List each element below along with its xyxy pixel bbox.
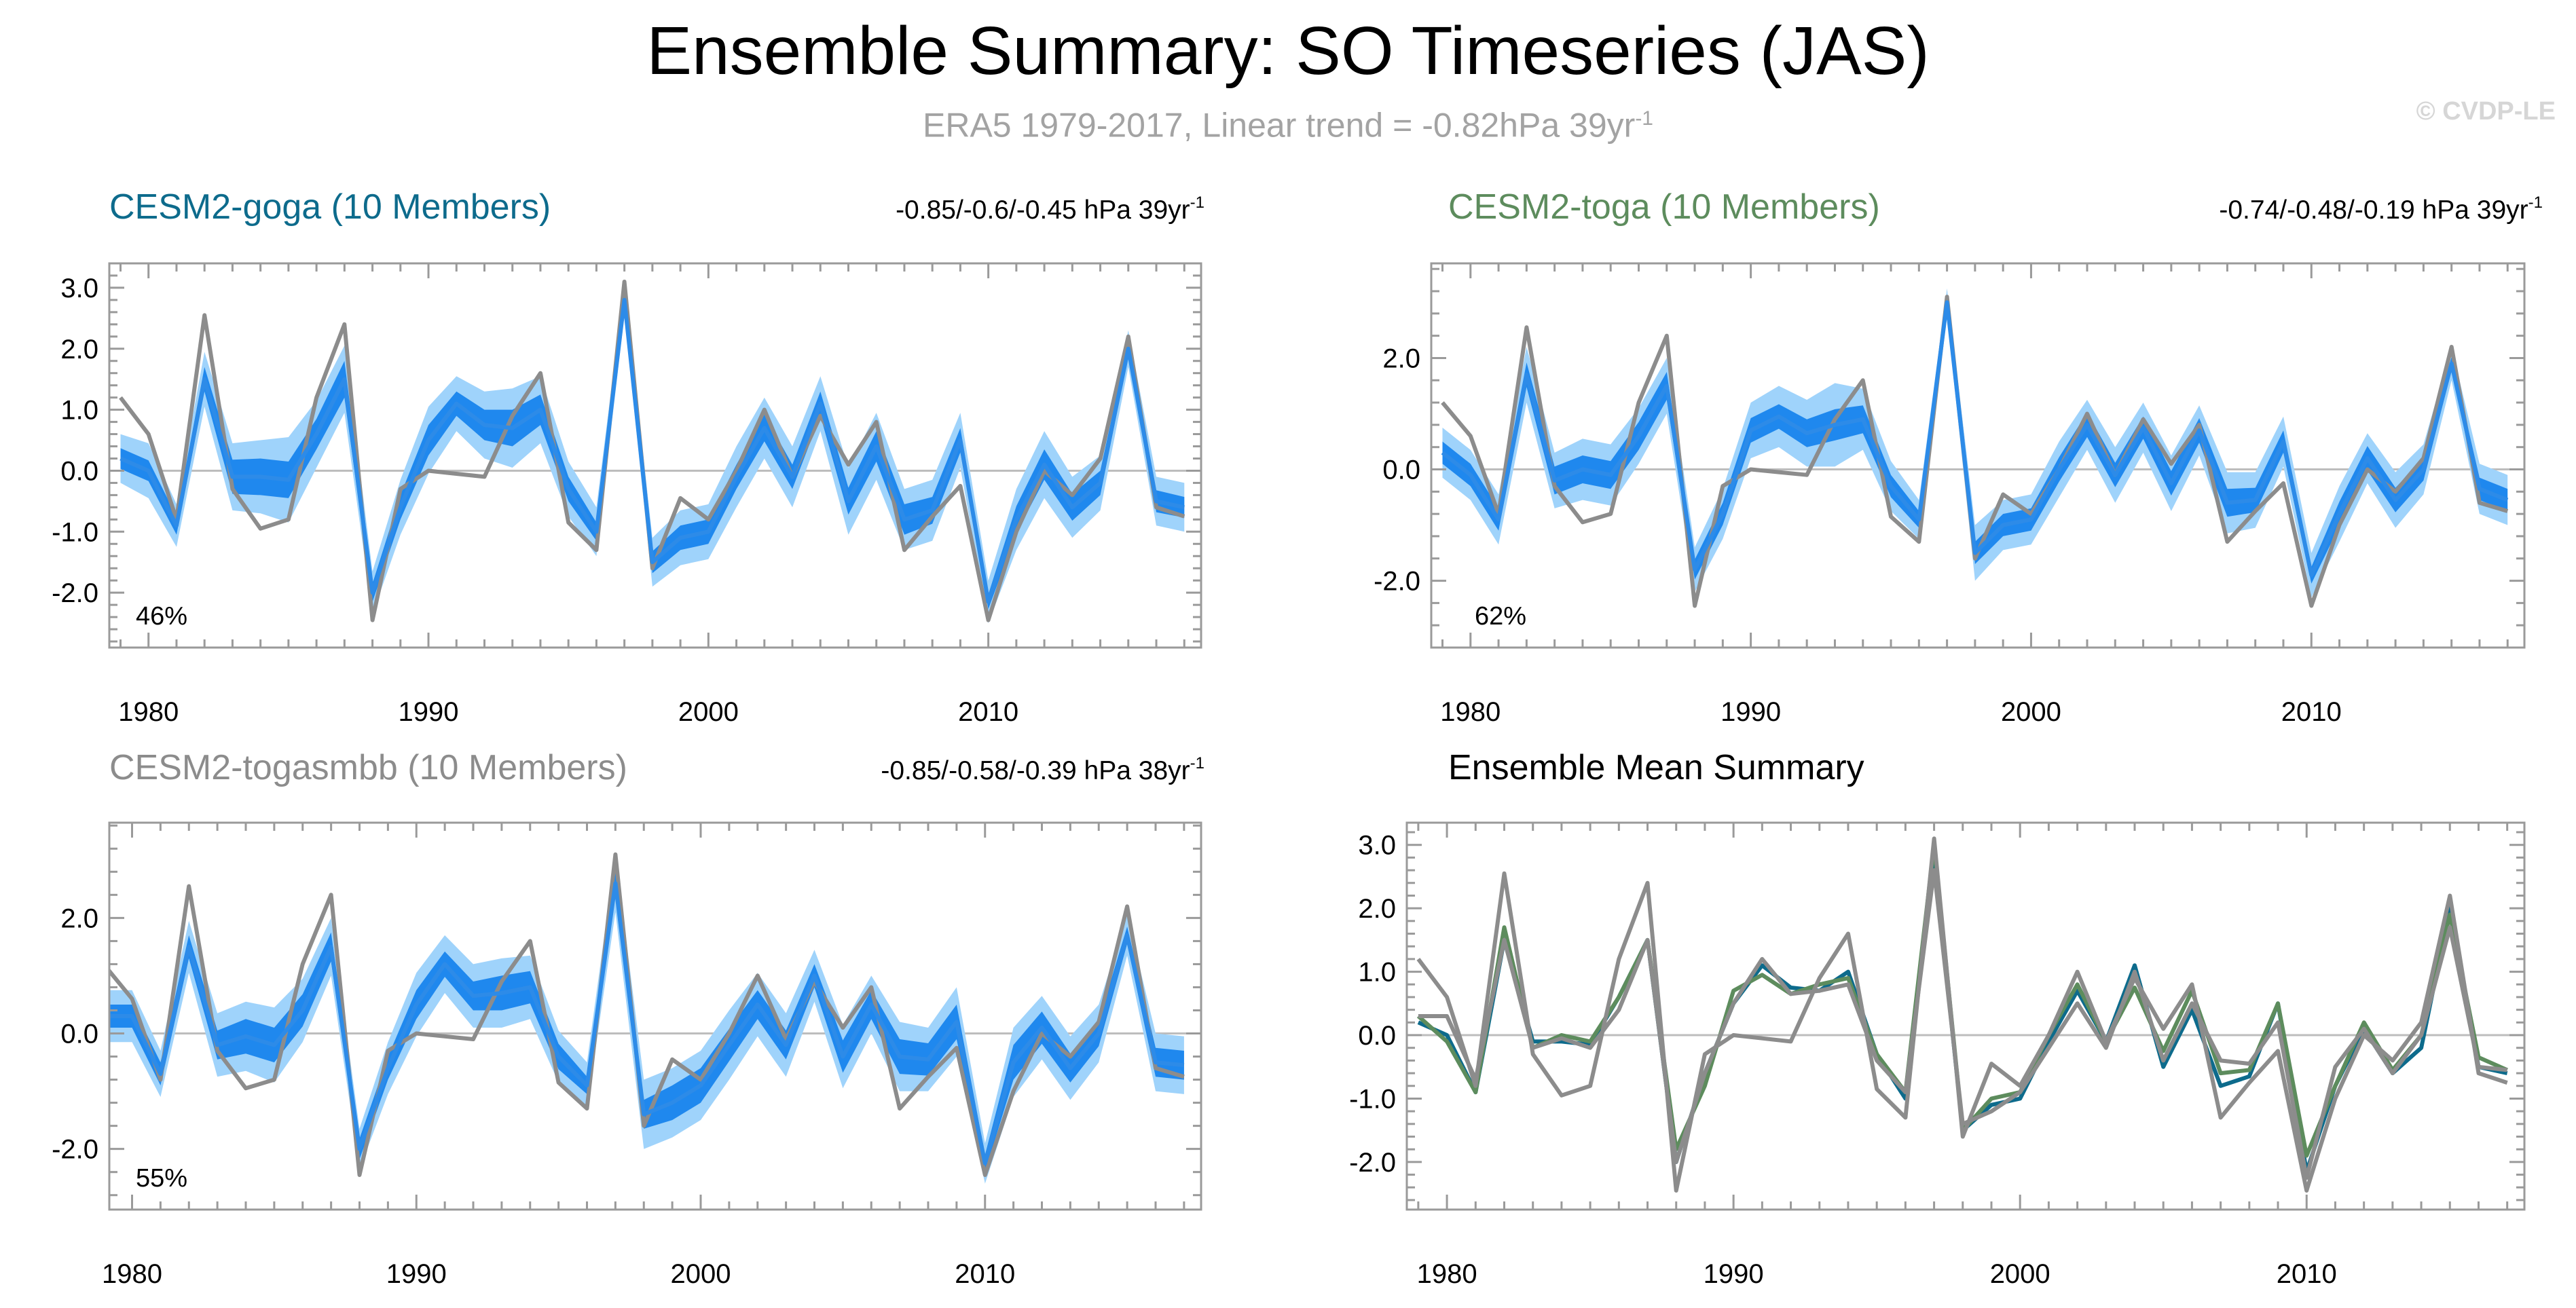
x-tick-label: 1990 (1704, 1259, 1764, 1289)
chart-panel-4: -2.0 -1.0 0.0 1.0 2.0 3.0 1980 1990 2000 2010 Ense… (1349, 748, 2526, 1289)
ensemble-spread-outer-band (120, 284, 1185, 624)
y-tick-label: 2.0 (1358, 894, 1396, 924)
credit-label: © CVDP-LE (2416, 97, 2556, 126)
plot-area (109, 852, 1201, 1184)
y-tick-label: 1.0 (1358, 958, 1396, 988)
y-tick-label: 2.0 (60, 335, 98, 365)
y-tick-label: 0.0 (60, 456, 98, 486)
y-tick-label: 0.0 (1358, 1021, 1396, 1051)
trend-text: -0.74/-0.48/-0.19 hPa 39yr (2219, 195, 2528, 225)
y-tick-label: 3.0 (1358, 831, 1396, 861)
series-line-era5 (1416, 836, 2508, 1193)
x-tick-label: 2000 (671, 1259, 731, 1289)
y-tick-label: 0.0 (60, 1020, 98, 1049)
panel-title: CESM2-togasmbb (10 Members) (109, 748, 627, 787)
x-tick-label: 1980 (102, 1259, 162, 1289)
y-tick-label: 2.0 (1382, 343, 1420, 373)
y-tick-label: -2.0 (52, 1135, 98, 1165)
y-tick-label: -1.0 (1349, 1084, 1396, 1114)
trend-text: -0.85/-0.58/-0.39 hPa 38yr (881, 756, 1190, 785)
trend-label: -0.85/-0.6/-0.45 hPa 39yr-1 (896, 193, 1204, 225)
panel-title: Ensemble Mean Summary (1448, 748, 1864, 787)
subtitle-text: ERA5 1979-2017, Linear trend = -0.82hPa … (922, 106, 1636, 145)
trend-text: -0.85/-0.6/-0.45 hPa 39yr (896, 195, 1190, 225)
percent-label: 46% (136, 602, 187, 631)
x-tick-label: 2000 (678, 697, 739, 727)
y-tick-label: -2.0 (52, 578, 98, 608)
ensemble-spread-inner-band (1442, 297, 2508, 584)
y-tick-label: 1.0 (60, 396, 98, 426)
y-tick-label: 2.0 (60, 903, 98, 933)
trend-superscript: -1 (1190, 754, 1204, 772)
series-line-era5 (119, 280, 1185, 622)
plot-frame (1405, 821, 2526, 1211)
chart-panel-3: -2.0 0.0 2.0 1980 1990 2000 2010 CESM2-togasmbb… (52, 748, 1204, 1289)
x-tick-label: 2010 (958, 697, 1018, 727)
trend-superscript: -1 (2528, 193, 2543, 212)
x-tick-label: 1980 (1417, 1259, 1477, 1289)
x-tick-label: 1990 (386, 1259, 447, 1289)
x-tick-label: 1990 (399, 697, 459, 727)
series-line-ensemble-mean (1441, 300, 2509, 578)
x-tick-label: 2010 (2281, 697, 2342, 727)
plot-area (1431, 288, 2524, 608)
plot-area (109, 280, 1201, 624)
ensemble-spread-outer-band (109, 854, 1184, 1184)
panel-title: CESM2-toga (10 Members) (1448, 187, 1880, 227)
subtitle: ERA5 1979-2017, Linear trend = -0.82hPa … (0, 97, 2576, 147)
y-tick-label: -2.0 (1374, 567, 1420, 597)
x-tick-label: 1990 (1721, 697, 1781, 727)
y-tick-label: -1.0 (52, 517, 98, 547)
plot-area (1407, 836, 2524, 1193)
plot-frame (108, 821, 1202, 1211)
series-line-era5 (1441, 295, 2509, 608)
chart-panel-2: -2.0 0.0 2.0 1980 1990 2000 2010 CESM2-toga (10… (1374, 187, 2543, 727)
subtitle-superscript: -1 (1635, 107, 1653, 130)
panel-title: CESM2-goga (10 Members) (109, 187, 551, 227)
main-title: Ensemble Summary: SO Timeseries (JAS) (646, 13, 1930, 89)
series-line-ensemble-mean (109, 881, 1185, 1165)
plot-frame (108, 262, 1202, 649)
y-tick-label: -2.0 (1349, 1148, 1396, 1178)
trend-superscript: -1 (1190, 193, 1204, 212)
trend-label: -0.74/-0.48/-0.19 hPa 39yr-1 (2219, 193, 2543, 225)
chart-panel-1: -2.0 -1.0 0.0 1.0 2.0 3.0 1980 1990 2000 2010 CESM… (52, 187, 1204, 727)
x-tick-label: 2000 (2001, 697, 2061, 727)
x-tick-label: 2010 (955, 1259, 1015, 1289)
percent-label: 55% (136, 1164, 187, 1193)
y-tick-label: 0.0 (1382, 455, 1420, 485)
trend-label: -0.85/-0.58/-0.39 hPa 38yr-1 (881, 754, 1204, 785)
percent-label: 62% (1475, 602, 1526, 631)
y-tick-label: 3.0 (60, 274, 98, 303)
x-tick-label: 1980 (118, 697, 179, 727)
x-tick-label: 1980 (1440, 697, 1501, 727)
x-tick-label: 2010 (2277, 1259, 2337, 1289)
x-tick-label: 2000 (1990, 1259, 2050, 1289)
series-line-ensemble-mean (119, 297, 1185, 604)
series-line-era5 (109, 852, 1185, 1177)
plot-frame (1430, 262, 2526, 649)
ensemble-spread-outer-band (1442, 288, 2508, 598)
